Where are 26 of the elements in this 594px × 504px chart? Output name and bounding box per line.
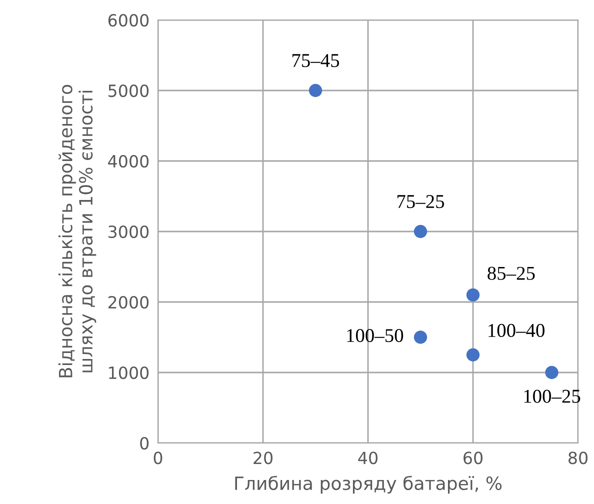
point [545, 366, 558, 380]
point [308, 84, 322, 98]
annotation: 75–45 [292, 54, 340, 68]
y-tick-label: 3000 [108, 225, 149, 238]
annotation: 75–25 [397, 195, 444, 208]
point [414, 330, 428, 344]
y-tick-label: 5000 [108, 84, 149, 98]
annotation: 100–50 [347, 328, 404, 342]
point [414, 224, 428, 238]
y-tick-label: 1000 [109, 366, 149, 380]
point [466, 348, 480, 362]
annotation: 100–40 [488, 324, 544, 338]
x-tick-label: 60 [464, 452, 482, 464]
annotation: 100–25 [524, 390, 580, 403]
y-axis-title: Відносна кількість пройденого шляху до втрати 10% ємності [58, 84, 96, 378]
point [466, 288, 480, 302]
y-tick-label: 4000 [108, 154, 149, 168]
annotation: 85–25 [488, 266, 535, 280]
y-tick-label: 2000 [108, 296, 149, 309]
x-tick-label: 20 [254, 452, 272, 464]
x-axis-title: Глибина розряду батареї, % [235, 476, 502, 494]
y-tick-label: 0 [140, 436, 149, 450]
x-tick-label: 40 [358, 452, 378, 464]
y-tick-label: 6000 [108, 14, 149, 27]
x-tick-label: 0 [154, 452, 162, 464]
x-tick-label: 80 [568, 452, 588, 464]
